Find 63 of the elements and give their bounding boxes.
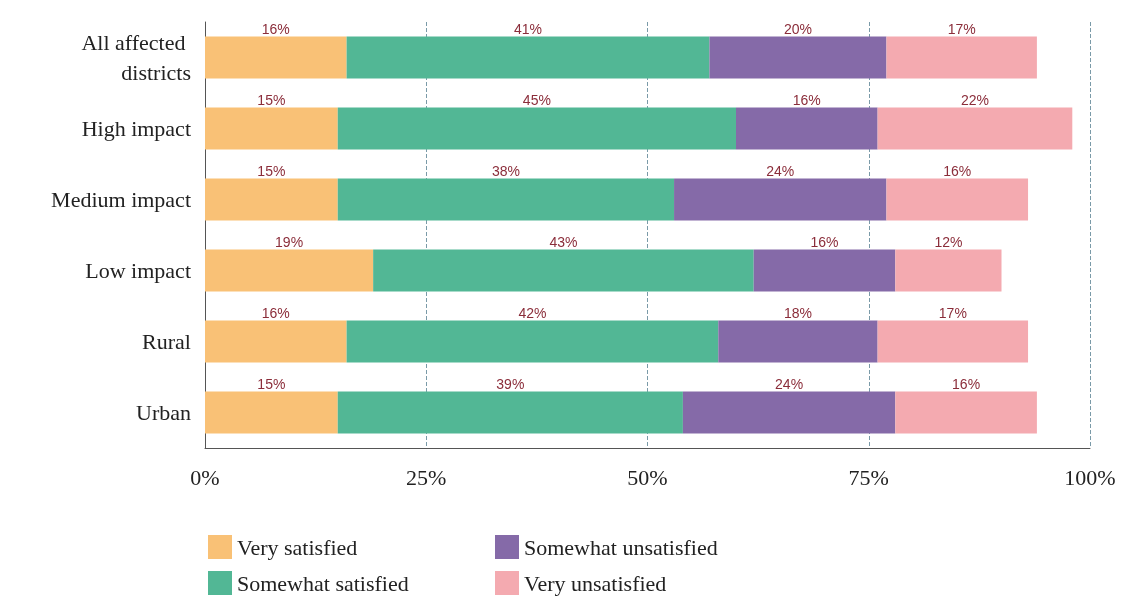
bar bbox=[877, 107, 1073, 150]
bar bbox=[205, 249, 374, 292]
bar bbox=[205, 178, 338, 221]
data-label: 15% bbox=[257, 91, 286, 108]
bar bbox=[886, 36, 1037, 79]
y-tick-label: Medium impact bbox=[51, 187, 191, 212]
bar bbox=[877, 320, 1029, 363]
data-label: 17% bbox=[938, 304, 967, 321]
bar bbox=[205, 391, 338, 434]
bar bbox=[337, 107, 736, 150]
data-label: 22% bbox=[960, 91, 989, 108]
legend-label: Somewhat unsatisfied bbox=[524, 534, 718, 560]
data-label: 12% bbox=[934, 233, 963, 250]
data-label: 16% bbox=[792, 91, 821, 108]
bar bbox=[895, 249, 1002, 292]
data-label: 16% bbox=[261, 304, 290, 321]
y-tick-label: Urban bbox=[136, 400, 191, 425]
data-label: 41% bbox=[514, 20, 543, 37]
data-label: 15% bbox=[257, 375, 286, 392]
data-label: 43% bbox=[549, 233, 578, 250]
y-tick-label: High impact bbox=[81, 116, 191, 141]
y-tick-label: All affected districts bbox=[81, 30, 191, 85]
data-label: 15% bbox=[257, 162, 286, 179]
y-tick-label: Rural bbox=[142, 329, 191, 354]
bar bbox=[895, 391, 1037, 434]
bar bbox=[346, 320, 719, 363]
data-label: 20% bbox=[783, 20, 812, 37]
x-tick-label: 100% bbox=[1064, 464, 1116, 490]
legend-label: Very satisfied bbox=[237, 534, 358, 560]
bar bbox=[718, 320, 878, 363]
bar bbox=[682, 391, 896, 434]
data-label: 45% bbox=[522, 91, 551, 108]
data-label: 19% bbox=[275, 233, 304, 250]
bar bbox=[373, 249, 754, 292]
x-tick-label: 25% bbox=[406, 464, 447, 490]
data-label: 16% bbox=[943, 162, 972, 179]
y-tick-label: Low impact bbox=[85, 258, 191, 283]
bar bbox=[736, 107, 878, 150]
bar bbox=[337, 178, 675, 221]
bar bbox=[337, 391, 683, 434]
data-label: 39% bbox=[496, 375, 525, 392]
data-label: 17% bbox=[947, 20, 976, 37]
data-label: 24% bbox=[766, 162, 795, 179]
bar bbox=[205, 36, 347, 79]
bar bbox=[709, 36, 887, 79]
data-label: 16% bbox=[810, 233, 839, 250]
bar bbox=[674, 178, 887, 221]
bar bbox=[753, 249, 896, 292]
data-label: 42% bbox=[518, 304, 547, 321]
x-tick-label: 75% bbox=[848, 464, 889, 490]
data-label: 38% bbox=[491, 162, 520, 179]
bar bbox=[205, 320, 347, 363]
x-tick-label: 0% bbox=[190, 464, 220, 490]
legend-label: Somewhat satisfied bbox=[237, 570, 409, 596]
data-label: 16% bbox=[261, 20, 290, 37]
bar bbox=[886, 178, 1029, 221]
bar bbox=[205, 107, 338, 150]
legend-label: Very unsatisfied bbox=[524, 570, 667, 596]
data-label: 24% bbox=[775, 375, 804, 392]
data-label: 18% bbox=[783, 304, 812, 321]
data-label: 16% bbox=[952, 375, 981, 392]
bar bbox=[346, 36, 710, 79]
x-tick-label: 50% bbox=[627, 464, 668, 490]
